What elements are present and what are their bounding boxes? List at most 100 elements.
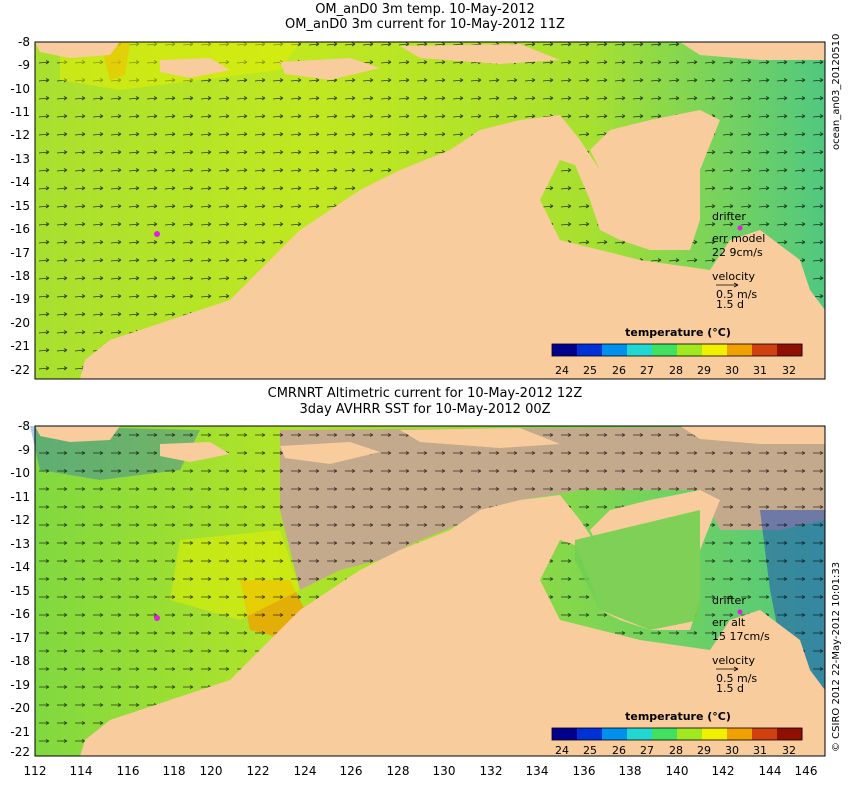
bottom-cb-tick: 30 [725,744,739,757]
top-title-line2: OM_anD0 3m current for 10-May-2012 11Z [285,17,565,32]
bottom-colorbar: temperature (°C) 24 25 26 27 28 29 30 31… [551,710,803,757]
top-velocity-time: 1.5 d [716,298,744,311]
colorbar-segment [577,728,603,740]
bottom-drifter-label: drifter [712,594,746,607]
colorbar-segment [652,728,678,740]
top-title-line1: OM_anD0 3m temp. 10-May-2012 [315,2,535,17]
lon-tick: 122 [247,764,270,778]
top-cb-tick: 25 [583,364,597,377]
colorbar-segment [577,344,603,356]
bottom-velocity-label: velocity [712,654,755,667]
bottom-cb-tick: 27 [640,744,654,757]
colorbar-segment [552,344,578,356]
lon-tick: 112 [24,764,47,778]
bottom-cb-tick: 31 [753,744,767,757]
lon-tick: 146 [795,764,818,778]
bottom-title-line2: 3day AVHRR SST for 10-May-2012 00Z [299,402,551,417]
top-velocity-value: 0.5 m/s [716,288,757,301]
lon-tick: 140 [666,764,689,778]
bottom-cb-tick: 24 [555,744,569,757]
bottom-side-label: © CSIRO 2012 22-May-2012 10:01:33 [831,561,842,752]
colorbar-segment [677,344,703,356]
top-cb-tick: 26 [612,364,626,377]
bottom-cb-tick: 26 [612,744,626,757]
top-cb-tick: 28 [669,364,683,377]
bottom-legend: drifter err alt 15 17cm/s velocity 0.5 m… [712,594,770,695]
top-legend: drifter err model 22 9cm/s velocity 0.5 … [712,210,765,311]
bottom-map-panel: -8 -9 -10 -11 -12 -13 -14 -15 -16 -17 -1… [10,419,826,778]
top-cb-tick: 27 [640,364,654,377]
colorbar-segment [677,728,703,740]
colorbar-segment [702,728,728,740]
top-side-label: ocean_an03_20120510 [831,33,842,150]
bottom-lon-axis: 112 114 116 118 120 122 124 126 128 130 … [24,764,818,778]
colorbar-segment [602,344,628,356]
colorbar-segment [602,728,628,740]
colorbar-segment [777,344,803,356]
top-err-label: err model [712,232,765,245]
bottom-velocity-value: 0.5 m/s [716,672,757,685]
bottom-cb-tick: 29 [697,744,711,757]
lon-tick: 124 [294,764,317,778]
top-lat-tick: -22 [10,363,30,377]
lon-tick: 138 [619,764,642,778]
bottom-lat-tick: -12 [10,513,30,527]
bottom-lat-tick: -21 [10,725,30,739]
top-velocity-label: velocity [712,270,755,283]
top-lat-tick: -18 [10,269,30,283]
bottom-cb-tick: 25 [583,744,597,757]
bottom-title-line1: CMRNRT Altimetric current for 10-May-201… [267,386,583,401]
top-cb-tick: 32 [782,364,796,377]
bottom-lat-tick: -17 [10,631,30,645]
colorbar-segment [727,728,753,740]
colorbar-segment [752,728,778,740]
top-lat-tick: -9 [18,58,30,72]
top-lat-tick: -19 [10,292,30,306]
bottom-lat-tick: -10 [10,466,30,480]
top-cb-tick: 30 [725,364,739,377]
bottom-lat-tick: -13 [10,537,30,551]
bottom-lat-tick: -9 [18,443,30,457]
bottom-lat-tick: -8 [18,419,30,433]
top-drifter-label: drifter [712,210,746,223]
lon-tick: 116 [117,764,140,778]
bottom-lat-tick: -20 [10,701,30,715]
lon-tick: 132 [480,764,503,778]
bottom-lat-tick: -16 [10,607,30,621]
bottom-drifter-marker [154,615,160,621]
lon-tick: 128 [387,764,410,778]
top-lat-axis: -8 -9 -10 -11 -12 -13 -14 -15 -16 -17 -1… [10,35,30,377]
lon-tick: 130 [433,764,456,778]
lon-tick: 114 [70,764,93,778]
top-cb-tick: 31 [753,364,767,377]
lon-tick: 120 [200,764,223,778]
colorbar-segment [702,344,728,356]
lon-tick: 142 [712,764,735,778]
colorbar-segment [627,728,653,740]
top-lat-tick: -10 [10,82,30,96]
colorbar-segment [552,728,578,740]
bottom-cb-tick: 28 [669,744,683,757]
top-drifter-marker [154,231,160,237]
colorbar-segment [727,344,753,356]
top-colorbar-title: temperature (°C) [625,326,731,339]
bottom-cb-tick: 32 [782,744,796,757]
top-err-value: 22 9cm/s [712,246,763,259]
lon-tick: 126 [340,764,363,778]
lon-tick: 134 [526,764,549,778]
bottom-lat-tick: -15 [10,584,30,598]
top-lat-tick: -17 [10,246,30,260]
top-lat-tick: -11 [10,105,30,119]
top-colorbar: temperature (°C) 24 25 26 27 28 29 30 31… [551,326,803,377]
top-land-australia [80,110,825,379]
colorbar-segment [777,728,803,740]
lon-tick: 136 [573,764,596,778]
top-lat-tick: -16 [10,222,30,236]
colorbar-segment [627,344,653,356]
top-lat-tick: -21 [10,339,30,353]
bottom-lat-tick: -18 [10,654,30,668]
colorbar-segment [752,344,778,356]
top-map-panel: -8 -9 -10 -11 -12 -13 -14 -15 -16 -17 -1… [10,35,826,380]
top-lat-tick: -8 [18,35,30,49]
top-cb-tick: 29 [697,364,711,377]
